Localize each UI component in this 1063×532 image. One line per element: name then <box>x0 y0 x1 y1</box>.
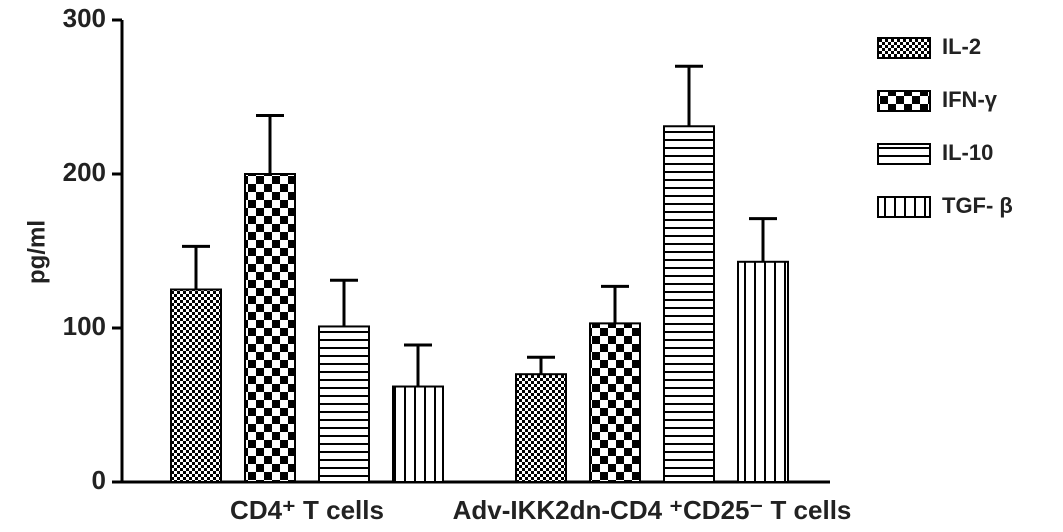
y-tick-label: 100 <box>63 311 106 341</box>
bar <box>392 385 444 483</box>
bar <box>515 373 567 484</box>
bar <box>737 260 789 483</box>
legend-swatch <box>877 90 931 112</box>
legend-swatch <box>877 37 931 59</box>
legend-swatch <box>877 196 931 218</box>
bar <box>318 325 370 483</box>
y-tick-label: 200 <box>63 157 106 187</box>
bar <box>244 173 296 483</box>
legend-label: IL-2 <box>942 34 981 59</box>
x-tick-label: Adv-IKK2dn-CD4 ⁺CD25⁻ T cells <box>453 495 852 525</box>
legend-label: IFN-γ <box>942 87 998 112</box>
x-tick-label: CD4⁺ T cells <box>230 495 384 525</box>
bar <box>170 288 222 483</box>
legend-label: TGF- β <box>942 193 1013 218</box>
legend-swatch <box>877 143 931 165</box>
y-tick-label: 0 <box>92 465 106 495</box>
bar <box>663 125 715 483</box>
y-axis-label: pg/ml <box>23 220 50 284</box>
y-tick-label: 300 <box>63 3 106 33</box>
bar <box>589 322 641 483</box>
legend-label: IL-10 <box>942 140 993 165</box>
